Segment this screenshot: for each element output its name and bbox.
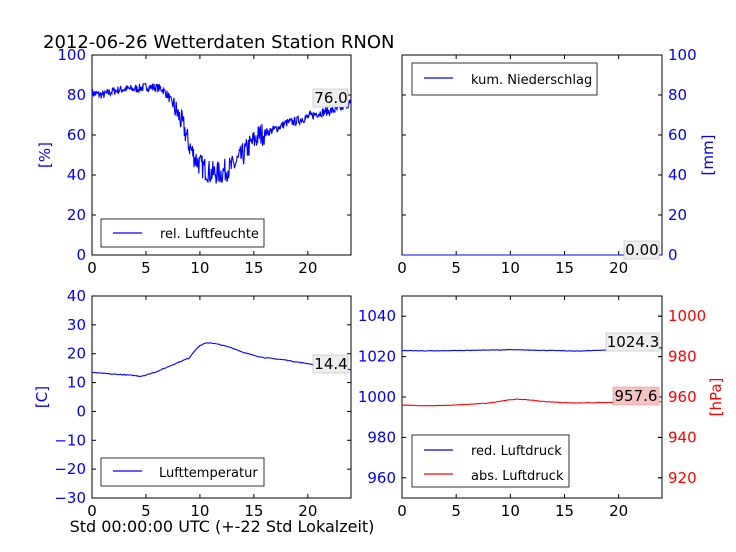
x-axis-label: Std 00:00:00 UTC (+-22 Std Lokalzeit) — [70, 517, 375, 536]
pressure-plot: 0 5 10 15 20 960 980 1000 1020 1040 920 940 960 980 10… — [358, 295, 706, 520]
precipitation-annotation-value: 0.00 — [625, 241, 658, 259]
humidity-y-tick-label: 60 — [67, 126, 86, 144]
pressure-x-tick-label: 0 — [397, 502, 407, 520]
temperature-x-tick-label: 20 — [298, 502, 317, 520]
pressure-x-tick-label: 10 — [501, 502, 520, 520]
temperature-annotation-box — [312, 354, 349, 374]
pressure-x-tick-label: 15 — [555, 502, 574, 520]
pressure-y2-tick-label: 940 — [668, 428, 697, 446]
temperature-x-tick-label: 15 — [244, 502, 263, 520]
pressure-legend-label-reduced: red. Luftdruck — [471, 444, 562, 459]
precipitation-legend-box — [411, 62, 598, 96]
pressure-y2-tick-label: 1000 — [668, 307, 706, 325]
pressure-y2-tick-label: 980 — [668, 348, 697, 366]
temperature-annotation: 14.4 — [312, 354, 349, 374]
humidity-y-tick-label: 40 — [67, 166, 86, 184]
humidity-y-tick-label: 20 — [67, 206, 86, 224]
temperature-y-tick-label: 20 — [67, 345, 86, 363]
humidity-axes-frame — [91, 54, 352, 256]
precipitation-y-label: [mm] — [699, 135, 717, 176]
pressure-annotation-absolute-value: 957.6 — [615, 387, 658, 405]
pressure-annotation-reduced-value: 1024.3 — [607, 333, 660, 351]
humidity-annotation: 76.0 — [312, 88, 349, 108]
temperature-x-tick-label: 10 — [190, 502, 209, 520]
precipitation-annotation: 0.00 — [623, 240, 660, 260]
precipitation-y-tick-label: 80 — [668, 86, 687, 104]
pressure-x-tick-label: 20 — [609, 502, 628, 520]
pressure-y-tick-label: 1000 — [358, 388, 396, 406]
precipitation-y-tick-label: 40 — [668, 166, 687, 184]
temperature-axes-frame — [91, 295, 352, 499]
humidity-panel: [%] 0 5 10 15 20 0 20 40 60 80 100 rel. Luftfeucht… — [36, 46, 352, 277]
precipitation-legend: kum. Niederschlag — [411, 62, 598, 96]
humidity-y-tick-label: 0 — [76, 246, 86, 264]
precipitation-x-tick-label: 10 — [501, 259, 520, 277]
humidity-legend: rel. Luftfeuchte — [100, 218, 265, 248]
humidity-annotation-value: 76.0 — [314, 89, 347, 107]
pressure-y-tick-label: 980 — [367, 428, 396, 446]
precipitation-y-tick-label: 20 — [668, 206, 687, 224]
humidity-x-tick-label: 15 — [244, 259, 263, 277]
temperature-x-tick-label: 0 — [87, 502, 97, 520]
humidity-y-label: [%] — [36, 142, 54, 168]
pressure-annotation-absolute: 957.6 — [612, 386, 660, 406]
pressure-y-tick-label: 1020 — [358, 348, 396, 366]
temperature-y-tick-label: 30 — [67, 316, 86, 334]
temperature-legend-box — [100, 457, 265, 487]
temperature-y-label: [C] — [33, 386, 51, 408]
precipitation-legend-label: kum. Niederschlag — [471, 73, 592, 88]
pressure-y-label-right: [hPa] — [707, 378, 725, 417]
precipitation-y-tick-label: 60 — [668, 126, 687, 144]
precipitation-panel: [mm] 0 5 10 15 20 0 20 40 60 80 100 kum. Niedersch… — [397, 46, 717, 277]
temperature-panel: [C] 0 5 10 15 20 −30 −20 −10 0 10 20 30 40 Lufttempe… — [33, 287, 352, 520]
temperature-legend-label: Lufttemperatur — [159, 466, 258, 481]
precipitation-plot: 0 5 10 15 20 0 20 40 60 80 100 — [397, 46, 696, 277]
humidity-annotation-box — [312, 88, 349, 108]
temperature-y-tick-label: 40 — [67, 287, 86, 305]
pressure-legend-box — [411, 434, 570, 488]
temperature-x-tick-label: 5 — [141, 502, 151, 520]
pressure-panel: [hPa] 0 5 10 15 20 960 980 1000 1020 1040 920 940 96… — [358, 295, 725, 520]
precipitation-x-tick-label: 15 — [555, 259, 574, 277]
precipitation-x-tick-label: 20 — [609, 259, 628, 277]
precipitation-x-tick-label: 5 — [451, 259, 461, 277]
temperature-y-tick-label: 0 — [76, 402, 86, 420]
humidity-series-0 — [91, 82, 352, 184]
pressure-y-tick-label: 1040 — [358, 307, 396, 325]
temperature-y-tick-label: −20 — [54, 460, 86, 478]
precipitation-annotation-box — [623, 240, 660, 260]
humidity-y-tick-label: 80 — [67, 86, 86, 104]
pressure-legend: red. Luftdruck abs. Luftdruck — [411, 434, 570, 488]
temperature-legend: Lufttemperatur — [100, 457, 265, 487]
pressure-y2-tick-label: 960 — [668, 388, 697, 406]
humidity-y-tick-label: 100 — [57, 46, 86, 64]
humidity-x-tick-label: 5 — [141, 259, 151, 277]
temperature-y-tick-label: 10 — [67, 374, 86, 392]
pressure-annotation-reduced: 1024.3 — [605, 332, 660, 352]
humidity-x-tick-label: 20 — [298, 259, 317, 277]
humidity-plot: 0 5 10 15 20 0 20 40 60 80 100 — [57, 46, 352, 277]
precipitation-x-tick-label: 0 — [397, 259, 407, 277]
temperature-y-tick-label: −30 — [54, 489, 86, 507]
pressure-annotation-reduced-box — [605, 332, 660, 352]
temperature-series-0 — [91, 342, 352, 377]
figure-title: 2012-06-26 Wetterdaten Station RNON — [43, 32, 394, 53]
temperature-plot: 0 5 10 15 20 −30 −20 −10 0 10 20 30 40 — [54, 287, 352, 520]
temperature-annotation-value: 14.4 — [314, 355, 347, 373]
pressure-x-tick-label: 5 — [451, 502, 461, 520]
humidity-x-tick-label: 0 — [87, 259, 97, 277]
humidity-x-tick-label: 10 — [190, 259, 209, 277]
pressure-y2-tick-label: 920 — [668, 469, 697, 487]
pressure-y-tick-label: 960 — [367, 469, 396, 487]
temperature-y-tick-label: −10 — [54, 431, 86, 449]
pressure-annotation-absolute-box — [612, 386, 660, 406]
pressure-legend-label-absolute: abs. Luftdruck — [471, 469, 564, 484]
humidity-legend-label: rel. Luftfeuchte — [160, 227, 259, 242]
precipitation-y-tick-label: 0 — [668, 246, 678, 264]
precipitation-y-tick-label: 100 — [668, 46, 697, 64]
